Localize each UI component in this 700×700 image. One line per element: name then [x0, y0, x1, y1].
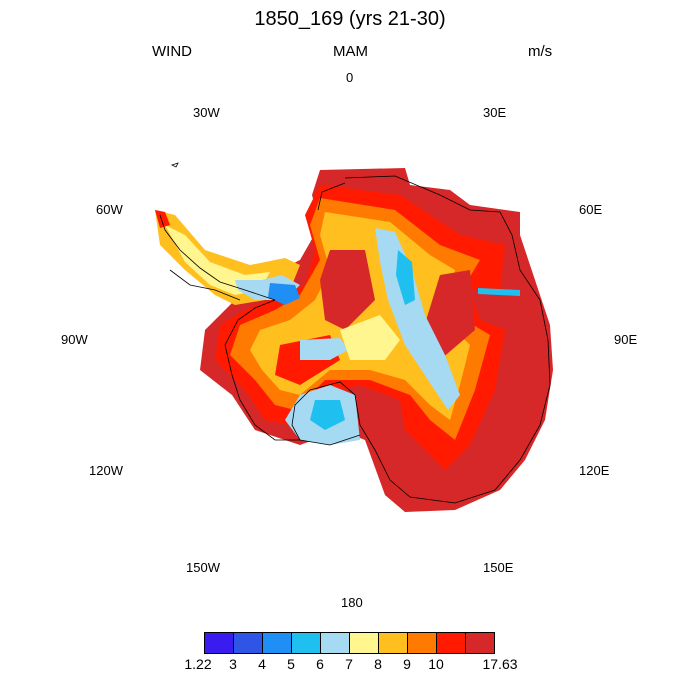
units-label: m/s [528, 43, 553, 60]
colorbar-swatch [233, 632, 263, 654]
colorbar-tick-labels: 1.22 17.63 3 4 5 6 7 8 9 10 [184, 656, 517, 676]
colorbar-tick-label: 10 [428, 656, 444, 672]
field-inner-red-arm-1 [320, 250, 375, 330]
season-label: MAM [333, 43, 368, 60]
colorbar-max-label: 17.63 [482, 656, 518, 672]
coastline-peninsula [159, 214, 276, 301]
field-blue-patch-2 [310, 400, 345, 430]
lon-label-90w: 90W [61, 332, 88, 347]
colorbar-tick-label: 4 [258, 656, 266, 672]
island-outline [170, 162, 179, 168]
field-peninsula-blue [268, 283, 300, 305]
colorbar-swatch [465, 632, 495, 654]
colorbar-swatch [262, 632, 292, 654]
colorbar-swatch [291, 632, 321, 654]
colorbar-tick-label: 6 [316, 656, 324, 672]
lon-label-60w: 60W [96, 202, 123, 217]
colorbar-swatch [436, 632, 466, 654]
coastline-east [344, 175, 551, 504]
coastline-ice-shelf [299, 182, 361, 446]
lon-label-30e: 30E [483, 105, 507, 120]
field-coastal-streak [478, 288, 520, 296]
colorbar [204, 632, 495, 654]
colorbar-tick-label: 9 [403, 656, 411, 672]
colorbar-swatch [407, 632, 437, 654]
colorbar-min-label: 1.22 [184, 656, 212, 672]
field-blue-patch-1 [396, 250, 415, 305]
lon-label-0: 0 [346, 70, 354, 85]
lon-label-150w: 150W [186, 560, 220, 575]
lon-label-120e: 120E [579, 463, 610, 478]
colorbar-tick-label: 8 [374, 656, 382, 672]
colorbar-swatch [349, 632, 379, 654]
colorbar-swatch [204, 632, 234, 654]
colorbar-tick-label: 5 [287, 656, 295, 672]
lon-label-150e: 150E [483, 560, 514, 575]
lon-label-60e: 60E [579, 202, 603, 217]
lon-label-120w: 120W [89, 463, 123, 478]
colorbar-swatch [320, 632, 350, 654]
map-title: 1850_169 (yrs 21-30) [254, 8, 446, 30]
lon-label-180: 180 [341, 595, 363, 610]
colorbar-swatch [378, 632, 408, 654]
field-peninsula-yellow [165, 225, 270, 295]
variable-label: WIND [152, 43, 192, 60]
field-peninsula-tip [155, 210, 170, 228]
colorbar-tick-label: 3 [229, 656, 237, 672]
field-lightblue-channel-2 [300, 338, 348, 360]
lon-label-90e: 90E [614, 332, 638, 347]
colorbar-tick-label: 7 [345, 656, 353, 672]
lon-label-30w: 30W [193, 105, 220, 120]
field-center-yellow [340, 315, 400, 360]
